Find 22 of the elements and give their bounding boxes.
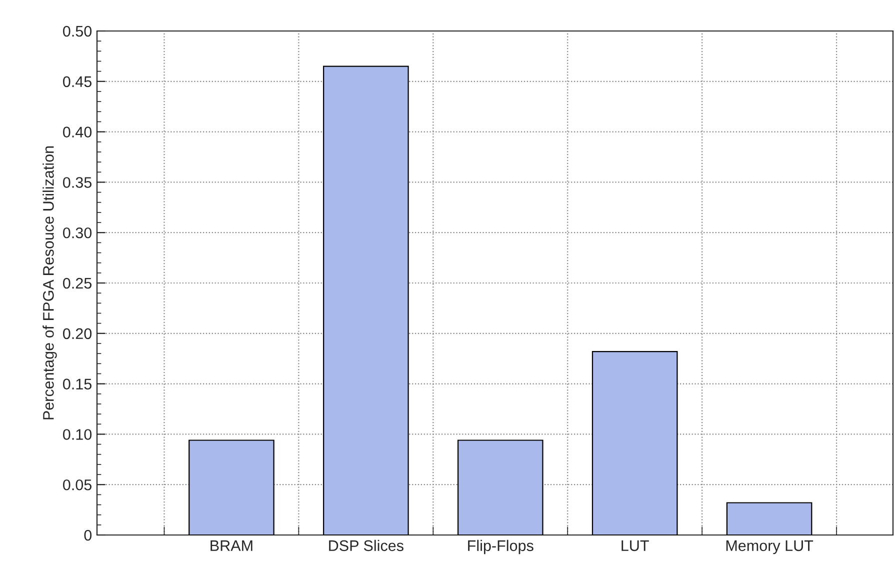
bar	[592, 350, 678, 535]
x-tick-label: Flip-Flops	[468, 540, 534, 554]
bar	[323, 66, 409, 535]
x-tick-label: Memory LUT	[726, 540, 814, 554]
y-tick-label: 0.20	[63, 328, 92, 340]
y-tick-label: 0.40	[63, 126, 92, 138]
y-tick-label: 0.50	[63, 26, 92, 37]
y-tick-label: 0.15	[63, 378, 92, 390]
y-tick-label: 0.45	[63, 76, 92, 88]
y-tick-label: 0	[84, 530, 92, 541]
y-tick-label: 0.25	[63, 278, 92, 289]
bar	[457, 440, 544, 535]
y-tick-label: 0.35	[63, 177, 92, 188]
y-tick-label: 0.30	[63, 227, 92, 238]
x-tick-label: DSP Slices	[329, 540, 404, 552]
x-tick-label: LUT	[622, 540, 649, 552]
y-tick-label: 0.05	[63, 479, 92, 490]
x-tick-label: BRAM	[210, 540, 252, 551]
bar	[188, 440, 274, 535]
y-tick-label: 0.10	[63, 429, 92, 440]
bar	[726, 502, 812, 535]
y-axis-title: Percentage of FPGA Resouce Utilization	[42, 146, 57, 420]
